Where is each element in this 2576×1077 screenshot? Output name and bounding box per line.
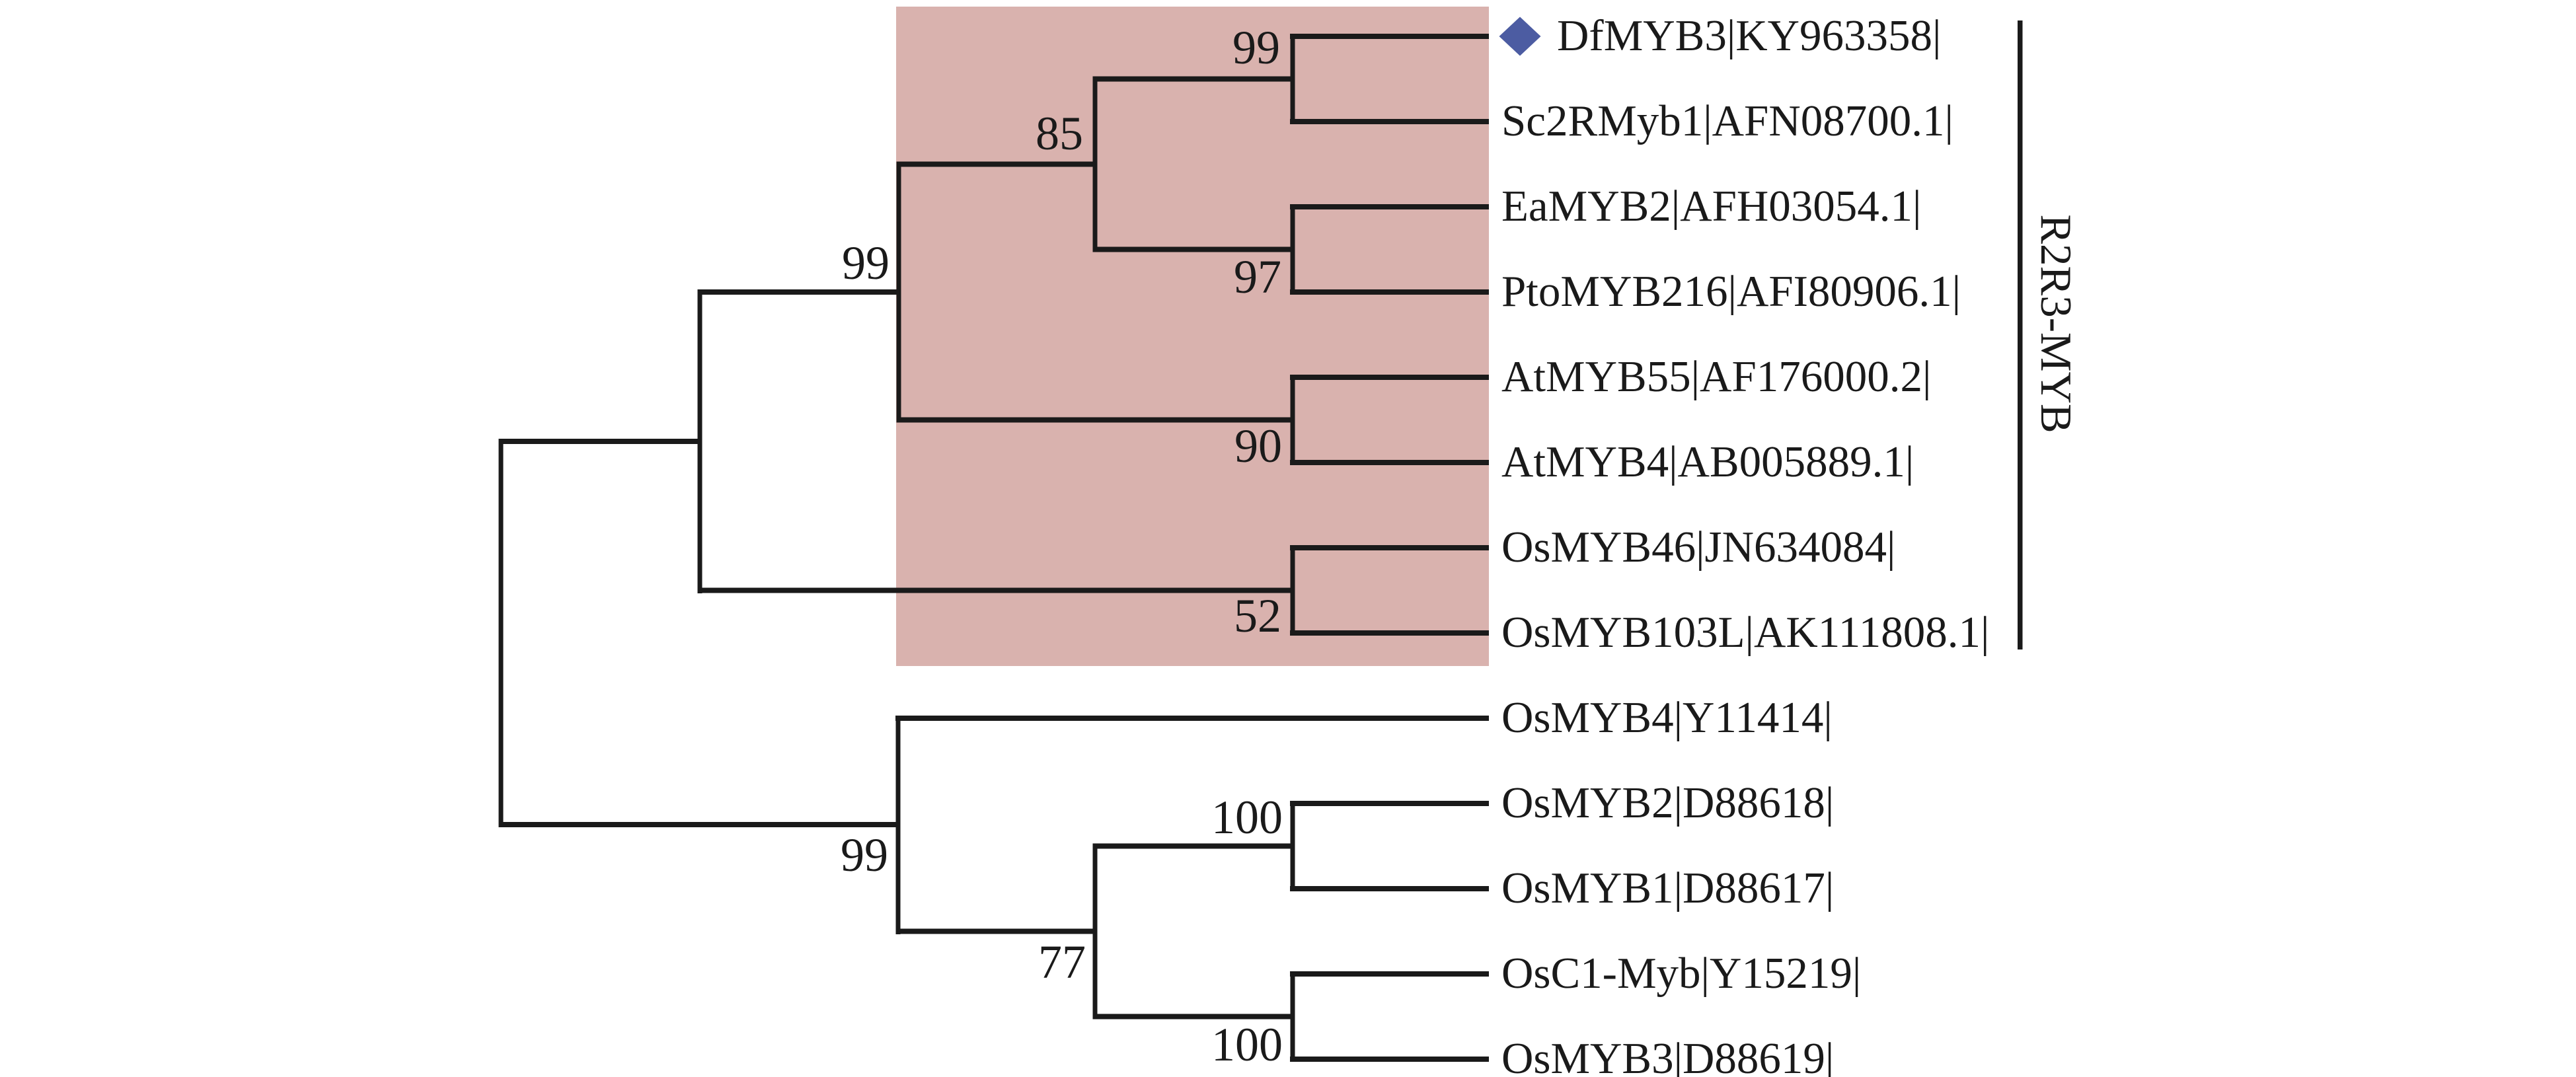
svg-text:OsMYB1|D88617|: OsMYB1|D88617| [1501, 864, 1834, 912]
svg-text:Sc2RMyb1|AFN08700.1|: Sc2RMyb1|AFN08700.1| [1501, 96, 1953, 145]
svg-text:100: 100 [1211, 1018, 1283, 1071]
svg-text:97: 97 [1234, 250, 1281, 303]
svg-text:99: 99 [841, 829, 888, 881]
svg-text:90: 90 [1234, 420, 1282, 472]
svg-text:85: 85 [1036, 107, 1083, 160]
svg-text:EaMYB2|AFH03054.1|: EaMYB2|AFH03054.1| [1501, 182, 1921, 231]
svg-text:OsMYB4|Y11414|: OsMYB4|Y11414| [1501, 693, 1833, 742]
svg-text:99: 99 [1232, 21, 1280, 74]
svg-text:OsC1-Myb|Y15219|: OsC1-Myb|Y15219| [1501, 949, 1861, 998]
svg-text:OsMYB46|JN634084|: OsMYB46|JN634084| [1501, 523, 1895, 572]
svg-text:R2R3-MYB: R2R3-MYB [2031, 214, 2080, 433]
svg-text:OsMYB2|D88618|: OsMYB2|D88618| [1501, 778, 1834, 827]
svg-text:OsMYB3|D88619|: OsMYB3|D88619| [1501, 1034, 1834, 1077]
svg-text:DfMYB3|KY963358|: DfMYB3|KY963358| [1557, 11, 1941, 60]
svg-text:77: 77 [1038, 936, 1086, 988]
svg-text:AtMYB4|AB005889.1|: AtMYB4|AB005889.1| [1501, 437, 1914, 486]
svg-text:OsMYB103L|AK111808.1|: OsMYB103L|AK111808.1| [1501, 608, 1989, 657]
svg-text:100: 100 [1211, 791, 1283, 844]
svg-text:PtoMYB216|AFI80906.1|: PtoMYB216|AFI80906.1| [1501, 267, 1961, 316]
svg-text:99: 99 [842, 237, 890, 289]
svg-text:AtMYB55|AF176000.2|: AtMYB55|AF176000.2| [1501, 352, 1931, 401]
svg-text:52: 52 [1234, 589, 1281, 642]
